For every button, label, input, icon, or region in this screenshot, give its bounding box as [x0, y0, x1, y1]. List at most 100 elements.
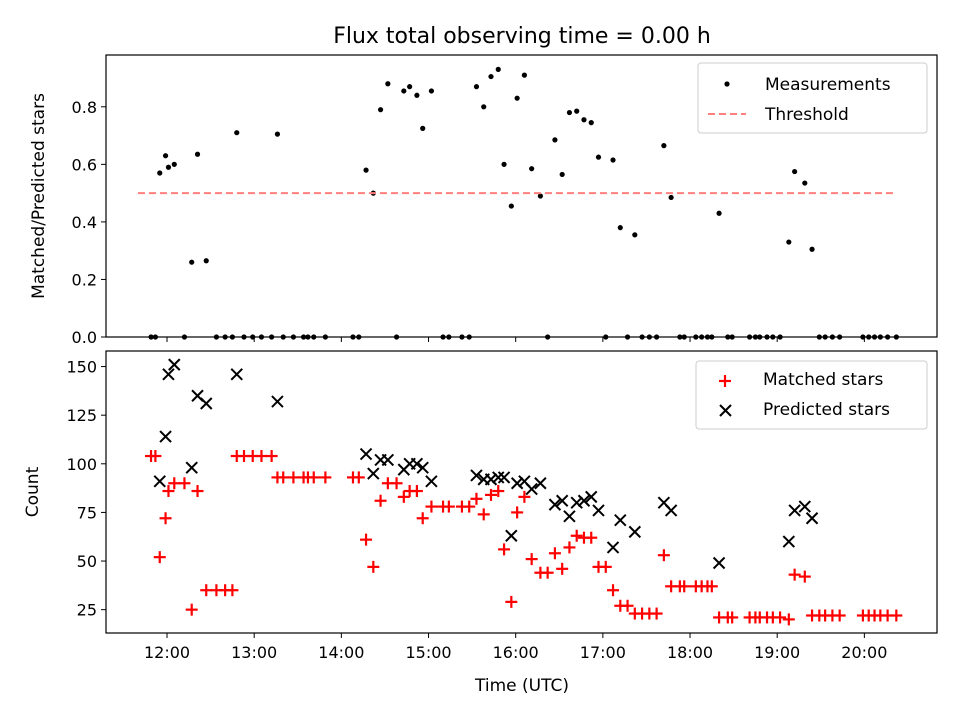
x-tick-label: 12:00 — [144, 643, 190, 662]
y-tick-label: 125 — [66, 406, 97, 425]
y-tick-label: 0.8 — [72, 98, 97, 117]
matched-star-point — [153, 551, 166, 564]
matched-star-point — [287, 471, 300, 484]
predicted-star-point — [200, 397, 213, 410]
matched-star-point — [470, 492, 483, 505]
x-tick-label: 13:00 — [231, 643, 277, 662]
measurement-point — [552, 137, 558, 143]
measurement-point — [385, 81, 391, 87]
x-tick-label: 15:00 — [405, 643, 451, 662]
bottom-y-ticks: 25 50 75 100 125 150 — [66, 358, 106, 620]
matched-star-point — [833, 609, 846, 622]
predicted-star-point — [470, 469, 483, 482]
matched-star-point — [307, 471, 320, 484]
bottom-axes-frame — [105, 350, 938, 634]
matched-star-point — [621, 599, 634, 612]
measurement-point — [171, 161, 177, 167]
predicted-star-point — [492, 471, 505, 484]
measurement-point — [363, 167, 369, 173]
predicted-star-point — [788, 504, 801, 517]
matched-star-point — [774, 611, 787, 624]
measurement-point — [203, 258, 209, 264]
predicted-star-point — [534, 477, 547, 490]
measurement-point — [809, 246, 815, 252]
measurement-point — [521, 72, 528, 78]
predicted-star-point — [563, 510, 576, 523]
matched-star-point — [255, 450, 268, 463]
matched-star-point — [149, 450, 162, 463]
legend-label-predicted-stars: Predicted stars — [763, 400, 890, 420]
figure-title: Flux total observing time = 0.00 h — [333, 24, 711, 49]
matched-star-point — [548, 547, 561, 560]
matched-star-point — [191, 485, 204, 498]
predicted-star-point — [497, 471, 511, 484]
measurement-point — [588, 120, 594, 126]
predicted-star-point — [798, 500, 812, 513]
y-tick-label: 0.2 — [72, 270, 97, 289]
matched-star-point — [570, 529, 583, 542]
measurement-point — [786, 239, 792, 245]
legend-marker-measurements — [724, 81, 730, 87]
predicted-star-point — [425, 475, 438, 488]
y-tick-label: 0.4 — [72, 213, 97, 232]
measurement-point — [157, 170, 163, 176]
matched-star-point — [498, 543, 511, 556]
predicted-star-point — [628, 525, 642, 539]
predicted-star-point — [782, 535, 796, 548]
matched-star-point — [367, 560, 380, 573]
matched-star-point — [556, 562, 569, 575]
measurement-point — [610, 157, 616, 163]
measurement-point — [420, 125, 426, 131]
matched-star-point — [416, 512, 429, 525]
predicted-star-point — [606, 541, 620, 554]
predicted-star-point — [367, 467, 380, 480]
measurement-point — [537, 193, 543, 199]
predicted-star-point — [230, 368, 243, 381]
matched-star-point — [657, 549, 670, 562]
matched-star-point — [360, 533, 373, 546]
y-tick-label: 50 — [77, 552, 97, 571]
x-tick-label: 20:00 — [841, 643, 887, 662]
matched-star-point — [525, 553, 538, 566]
matched-star-point — [159, 512, 172, 525]
matched-star-point — [599, 560, 612, 573]
matched-star-point — [726, 611, 739, 624]
predicted-star-point — [410, 457, 424, 471]
top-y-ticks: 0.0 0.2 0.4 0.6 0.8 — [72, 98, 106, 347]
matched-star-point — [410, 485, 423, 498]
predicted-star-point — [381, 453, 395, 467]
x-tick-label: 18:00 — [667, 643, 713, 662]
measurement-point — [581, 117, 587, 123]
predicted-star-point — [484, 473, 498, 486]
measurement-point — [617, 225, 623, 231]
matched-star-point — [226, 584, 239, 597]
bottom-y-axis-label: Count — [23, 466, 43, 517]
legend-marker-matched-stars — [719, 375, 731, 387]
matched-star-point — [705, 580, 718, 593]
x-tick-label: 14:00 — [318, 643, 364, 662]
matched-star-point — [425, 500, 438, 513]
measurement-point — [716, 210, 722, 216]
panel-bottom: 25 50 75 100 125 150 12:00 13:00 14:00 15:00 16:0… — [23, 350, 938, 696]
bottom-marks — [145, 358, 903, 626]
matched-star-point — [678, 580, 691, 593]
matched-star-point — [277, 471, 290, 484]
matched-star-point — [352, 471, 365, 484]
matched-star-point — [541, 566, 554, 579]
matched-star-point — [178, 477, 191, 490]
matched-star-point — [442, 500, 455, 513]
measurement-point — [802, 180, 808, 186]
measurement-point — [488, 73, 494, 80]
matched-star-point — [319, 471, 332, 484]
matched-star-point — [185, 603, 198, 616]
measurement-point — [401, 88, 407, 94]
measurement-point — [481, 104, 487, 110]
measurement-point — [501, 161, 507, 167]
measurement-point — [668, 194, 674, 201]
matched-star-point — [585, 531, 598, 544]
measurement-point — [473, 84, 480, 90]
matched-star-point — [518, 490, 531, 503]
x-tick-label: 17:00 — [580, 643, 626, 662]
top-x-ticks — [166, 337, 865, 342]
matched-star-point — [492, 485, 505, 498]
